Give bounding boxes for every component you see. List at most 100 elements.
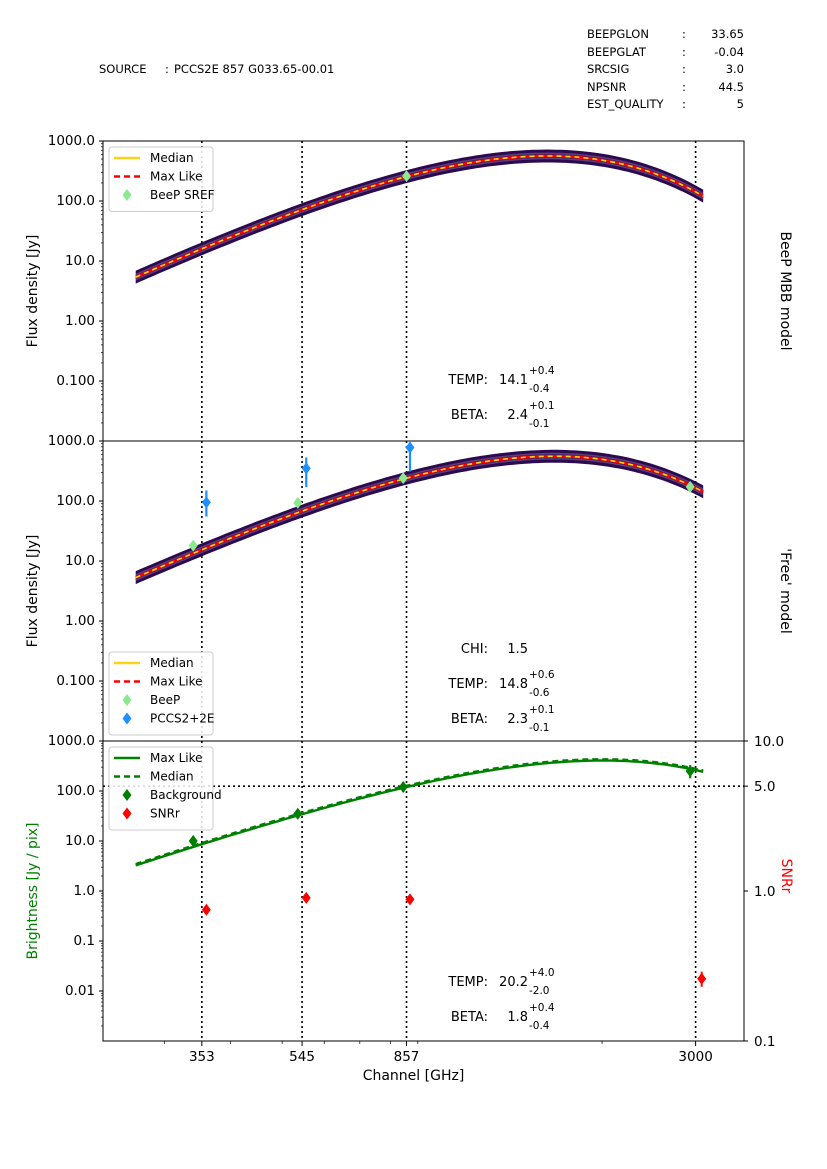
data-point	[405, 441, 415, 454]
snr-point	[201, 903, 211, 916]
y-tick-label: 10.0	[65, 833, 95, 849]
data-point	[398, 472, 408, 485]
y2-tick-label: 10.0	[754, 734, 784, 750]
y-tick-label: 0.100	[56, 373, 95, 389]
x-tick-label: 3000	[678, 1049, 712, 1065]
meta-key: BEEPGLAT	[587, 45, 647, 59]
y-tick-label: 1000.0	[48, 733, 95, 749]
legend-label: Median	[150, 770, 194, 784]
meta-value: 44.5	[718, 80, 744, 94]
panel-background: 1000.0 100.0 10.0 1.0 0.1 0.01 Brightness [Jy …	[25, 733, 794, 1050]
legend-label: Median	[150, 151, 194, 165]
source-separator: :	[165, 62, 169, 76]
legend-label: Background	[150, 788, 222, 802]
annotation-label: CHI:	[461, 642, 488, 657]
fit-annotation: BETA: 1.8+0.4 -0.4	[451, 1002, 555, 1032]
panel-beep-mbb-model: 1000.0 100.0 10.0 1.00 0.100 Flux density [Jy…	[25, 133, 793, 442]
meta-value: 3.0	[726, 62, 744, 76]
fit-annotation: TEMP: 20.2+4.0 -2.0	[447, 967, 554, 997]
legend-box	[108, 651, 214, 736]
data-point	[188, 835, 198, 847]
maxlike-curve	[135, 454, 704, 579]
plot-area	[135, 441, 704, 741]
y-tick-label: 1000.0	[48, 133, 95, 149]
annotation-plus: +0.6	[529, 669, 555, 681]
y-tick-label: 1.00	[65, 613, 95, 629]
source-value: PCCS2E 857 G033.65-00.01	[174, 62, 334, 76]
data-point	[685, 765, 695, 778]
median-curve	[135, 455, 704, 579]
legend-swatch	[122, 789, 132, 801]
uncertainty-band-core	[135, 454, 704, 580]
legend: Median Max Like BeeP PCCS2+2E	[108, 651, 215, 736]
meta-key: SRCSIG	[587, 62, 629, 76]
annotation-value: 20.2	[499, 975, 528, 990]
legend-label: PCCS2+2E	[150, 712, 215, 726]
plot-area	[103, 741, 744, 1041]
maxlike-curve	[135, 154, 704, 279]
y-axis-label: Flux density [Jy]	[25, 235, 41, 348]
annotation-minus: -0.1	[529, 418, 550, 430]
fit-annotation: TEMP: 14.1+0.4 -0.4	[447, 365, 554, 395]
meta-sep: :	[682, 27, 686, 41]
x-axis-label: Channel [GHz]	[363, 1068, 465, 1084]
annotation-minus: -2.0	[529, 985, 550, 997]
meta-key: EST_QUALITY	[587, 97, 664, 111]
annotation-label: TEMP:	[447, 975, 488, 990]
y-tick-label: 100.0	[56, 193, 95, 209]
annotation-value: 2.3	[507, 712, 528, 727]
y-tick-label: 0.1	[74, 933, 95, 949]
panel-title: BeeP MBB model	[777, 231, 793, 350]
y-tick-label: 100.0	[56, 783, 95, 799]
meta-key: NPSNR	[587, 80, 626, 94]
data-point	[293, 496, 303, 509]
data-point	[402, 170, 412, 183]
annotation-plus: +0.4	[529, 365, 555, 377]
y2-axis-label: SNRr	[778, 859, 794, 894]
annotation-value: 14.8	[499, 677, 528, 692]
y-axis-label: Brightness [Jy / pix]	[25, 822, 41, 959]
plot-area	[135, 141, 704, 441]
snr-point	[301, 891, 311, 904]
legend-label: BeeP	[150, 693, 180, 707]
annotation-value: 2.4	[507, 408, 528, 423]
y-tick-label: 1.0	[74, 883, 95, 899]
data-point	[293, 807, 303, 820]
median-curve	[135, 758, 704, 866]
uncertainty-band	[135, 449, 704, 585]
y-tick-label: 1.00	[65, 313, 95, 329]
legend-swatch	[122, 694, 132, 706]
annotation-minus: -0.4	[529, 1020, 550, 1032]
meta-sep: :	[682, 62, 686, 76]
data-point	[188, 539, 198, 552]
x-axis: 353 545 857 3000 Channel [GHz]	[163, 1041, 713, 1084]
data-point	[685, 480, 695, 493]
source-label: SOURCE	[99, 62, 146, 76]
header: SOURCE : PCCS2E 857 G033.65-00.01 BEEPGL…	[99, 27, 744, 111]
legend: Max Like Median Background SNRr	[108, 746, 222, 831]
annotation-label: TEMP:	[447, 677, 488, 692]
annotation-plus: +4.0	[529, 967, 555, 979]
data-point	[201, 496, 211, 509]
legend-box	[108, 146, 214, 212]
legend-swatch	[122, 807, 132, 820]
fit-annotation: TEMP: 14.8+0.6 -0.6	[447, 669, 554, 699]
snr-point	[405, 893, 415, 906]
data-point	[398, 781, 408, 794]
meta-value: 33.65	[711, 27, 744, 41]
y-tick-label: 10.0	[65, 253, 95, 269]
legend-label: Max Like	[150, 751, 203, 765]
y-tick-label: 0.01	[65, 983, 95, 999]
annotation-label: BETA:	[451, 712, 488, 727]
median-curve	[135, 155, 704, 278]
legend-label: Max Like	[150, 675, 203, 689]
meta-value: 5	[737, 97, 744, 111]
legend-label: BeeP SREF	[150, 188, 215, 202]
uncertainty-band-inner	[135, 452, 704, 581]
meta-key: BEEPGLON	[587, 27, 649, 41]
x-tick-label: 545	[289, 1049, 315, 1065]
y-tick-label: 10.0	[65, 553, 95, 569]
maxlike-curve	[135, 759, 704, 867]
x-tick-label: 353	[189, 1049, 215, 1065]
